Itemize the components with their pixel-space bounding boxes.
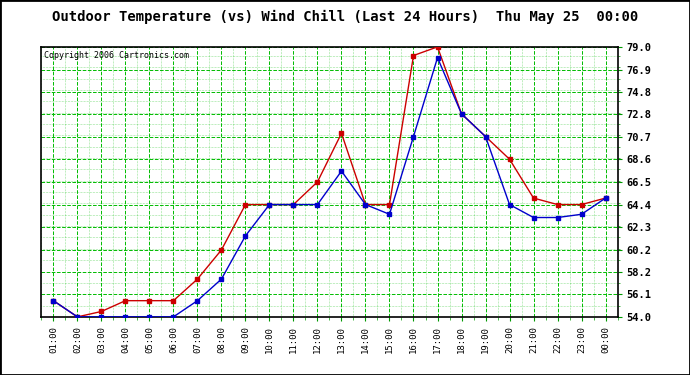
Text: Outdoor Temperature (vs) Wind Chill (Last 24 Hours)  Thu May 25  00:00: Outdoor Temperature (vs) Wind Chill (Las… [52,9,638,24]
Text: Copyright 2006 Cartronics.com: Copyright 2006 Cartronics.com [44,51,189,60]
